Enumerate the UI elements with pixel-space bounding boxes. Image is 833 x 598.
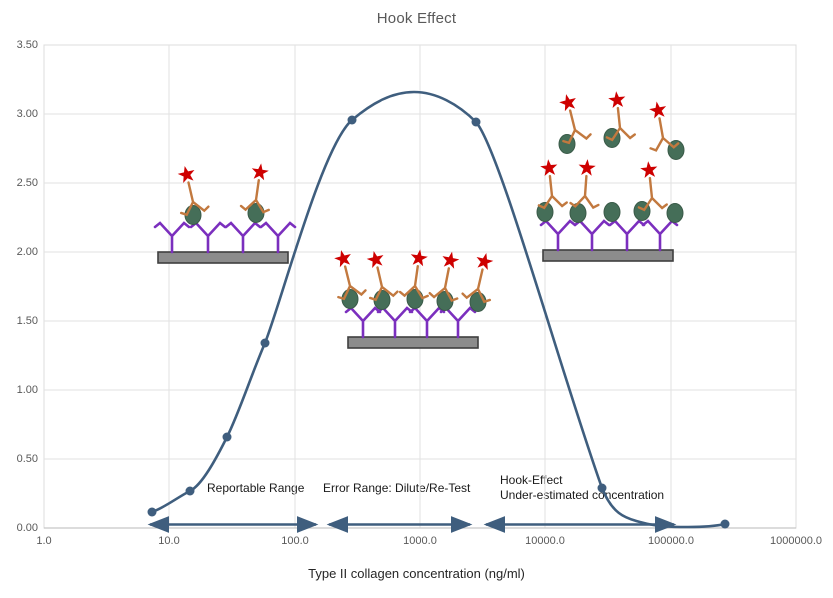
antigen-icon <box>436 291 454 311</box>
label-star-icon <box>332 248 354 268</box>
gridlines <box>43 44 797 529</box>
y-tick-label: 3.50 <box>16 39 38 51</box>
capture-antibody-icon <box>259 221 297 254</box>
capture-antibody-icon <box>408 306 446 339</box>
x-tick-label: 100000.0 <box>648 535 694 547</box>
y-tick-label: 0.00 <box>16 522 38 534</box>
label-star-icon <box>577 158 597 176</box>
assay-illustration-hook <box>534 90 685 262</box>
antigen-icon <box>603 202 621 222</box>
detection-antibody-icon <box>427 250 464 303</box>
capture-antibody-icon <box>224 221 262 254</box>
label-star-icon <box>539 158 559 177</box>
data-point <box>260 338 270 348</box>
detection-antibody-icon <box>173 164 211 218</box>
data-point <box>185 486 195 496</box>
data-point <box>222 432 232 442</box>
data-point <box>347 115 357 125</box>
capture-antibody-icon <box>641 219 679 252</box>
data-point <box>597 483 607 493</box>
capture-antibody-icon <box>153 221 191 254</box>
x-tick-label: 100.0 <box>281 535 309 547</box>
antigen-icon <box>569 203 587 223</box>
capture-antibody-icon <box>344 306 382 339</box>
assay-illustration-low <box>153 162 297 264</box>
label-star-icon <box>648 100 668 120</box>
x-tick-label: 1.0 <box>36 535 52 547</box>
y-tick-label: 1.00 <box>16 384 38 396</box>
capture-antibody-icon <box>539 219 577 252</box>
annotation-error-range: Error Range: Dilute/Re-Test <box>323 481 471 495</box>
capture-antibody-icon <box>573 219 611 252</box>
detection-antibody-icon <box>460 251 498 305</box>
data-point <box>147 507 157 517</box>
assay-plate-bar <box>542 249 674 262</box>
assay-illustration-optimal <box>330 248 498 349</box>
annotation-hook-line1: Hook-Effect <box>500 473 563 487</box>
label-star-icon <box>557 92 579 112</box>
label-star-icon <box>607 90 627 109</box>
x-axis-title: Type II collagen concentration (ng/ml) <box>308 566 525 581</box>
x-tick-label: 1000.0 <box>403 535 437 547</box>
data-point <box>720 519 730 529</box>
capture-antibody-icon <box>189 221 227 254</box>
data-point-markers <box>147 115 730 529</box>
detection-antibody-icon <box>362 249 400 303</box>
annotation-reportable-range: Reportable Range <box>207 481 305 495</box>
detection-antibody-icon <box>555 92 593 146</box>
label-star-icon <box>409 248 429 267</box>
x-tick-label: 10.0 <box>158 535 180 547</box>
label-star-icon <box>474 251 495 271</box>
capture-antibody-icon <box>608 219 646 252</box>
data-point <box>471 117 481 127</box>
y-tick-label: 2.50 <box>16 177 38 189</box>
y-tick-label: 2.00 <box>16 246 38 258</box>
antigen-icon <box>666 203 684 223</box>
y-tick-label: 3.00 <box>16 108 38 120</box>
annotation-hook-line2: Under-estimated concentration <box>500 487 665 502</box>
chart-title: Hook Effect <box>376 10 457 27</box>
label-star-icon <box>639 160 659 179</box>
label-star-icon <box>250 162 270 181</box>
detection-antibody-icon <box>239 162 274 215</box>
label-star-icon <box>176 164 197 184</box>
label-star-icon <box>440 250 461 270</box>
x-tick-label: 1000000.0 <box>770 535 822 547</box>
capture-antibody-icon <box>376 306 414 339</box>
capture-antibody-icon <box>439 306 477 339</box>
annotation-hook-effect: Hook-Effect Under-estimated concentratio… <box>500 473 664 502</box>
detection-antibody-icon <box>330 248 368 302</box>
assay-plate-bar <box>157 251 289 264</box>
x-tick-label: 10000.0 <box>525 535 565 547</box>
detection-antibody-icon <box>398 248 433 301</box>
y-tick-label: 0.50 <box>16 453 38 465</box>
assay-plate-bar <box>347 336 479 349</box>
y-tick-label: 1.50 <box>16 315 38 327</box>
